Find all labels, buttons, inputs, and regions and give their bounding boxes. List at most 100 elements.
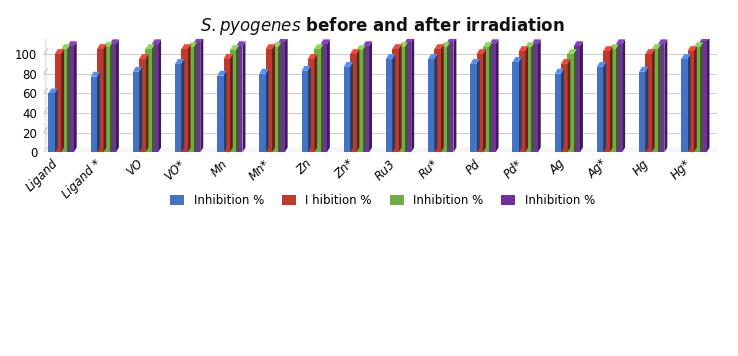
Polygon shape [55,49,64,54]
Polygon shape [435,54,438,152]
Polygon shape [363,45,366,152]
Polygon shape [272,42,281,47]
Polygon shape [110,39,119,44]
Bar [645,54,652,152]
Bar [103,47,110,152]
Bar [230,50,236,152]
Polygon shape [447,42,450,152]
Polygon shape [561,69,564,152]
Polygon shape [615,44,618,152]
Polygon shape [182,59,184,152]
Polygon shape [320,44,323,152]
Polygon shape [399,42,408,47]
Polygon shape [688,54,691,152]
Polygon shape [393,54,396,152]
Bar [55,54,61,152]
Polygon shape [447,37,456,42]
Bar [320,44,327,152]
Polygon shape [681,54,691,59]
Bar [302,71,308,152]
Bar [688,51,694,152]
Polygon shape [477,49,486,54]
Polygon shape [103,42,113,47]
Polygon shape [91,72,100,77]
Bar [272,47,278,152]
Polygon shape [393,44,401,49]
Polygon shape [44,147,719,152]
Polygon shape [483,49,486,152]
Bar [615,44,622,152]
Bar [224,59,230,152]
Polygon shape [139,54,148,59]
Polygon shape [44,35,47,152]
Polygon shape [645,67,648,152]
Legend: Inhibition %, I hibition %, Inhibition %, Inhibition %: Inhibition %, I hibition %, Inhibition %… [165,189,600,212]
Polygon shape [652,49,655,152]
Polygon shape [658,44,661,152]
Polygon shape [477,59,480,152]
Polygon shape [308,54,317,59]
Polygon shape [700,42,703,152]
Bar [639,72,645,152]
Polygon shape [152,39,161,44]
Bar [694,47,700,152]
Polygon shape [489,42,492,152]
Polygon shape [187,42,197,47]
Bar [447,42,453,152]
Polygon shape [49,88,58,93]
Polygon shape [302,66,311,71]
Polygon shape [622,39,625,152]
Polygon shape [278,42,281,152]
Bar [386,59,393,152]
Polygon shape [496,39,499,152]
Polygon shape [399,44,401,152]
Polygon shape [158,39,161,152]
Polygon shape [573,49,576,152]
Bar [61,49,67,152]
Polygon shape [615,39,625,44]
Polygon shape [236,41,246,46]
Polygon shape [489,39,499,44]
Bar [278,42,285,152]
Polygon shape [519,46,528,51]
Polygon shape [182,44,190,49]
Bar [49,93,55,152]
Bar [603,51,610,152]
Polygon shape [610,46,613,152]
Polygon shape [519,57,522,152]
Polygon shape [74,41,77,152]
Bar [681,59,688,152]
Bar [531,44,538,152]
Polygon shape [145,44,155,49]
Polygon shape [61,44,70,49]
Bar [175,64,182,152]
Polygon shape [230,45,239,50]
Polygon shape [597,62,606,67]
Polygon shape [531,42,534,152]
Polygon shape [694,42,703,47]
Polygon shape [363,41,372,46]
Polygon shape [573,41,583,46]
Polygon shape [145,54,148,152]
Polygon shape [194,42,197,152]
Polygon shape [187,44,190,152]
Bar [266,49,272,152]
Polygon shape [561,59,570,64]
Bar [152,44,158,152]
Bar [344,67,350,152]
Bar [67,46,74,152]
Polygon shape [688,46,697,51]
Bar [405,42,411,152]
Polygon shape [350,49,359,54]
Polygon shape [217,71,227,76]
Bar [555,74,561,152]
Polygon shape [369,41,372,152]
Polygon shape [67,44,70,152]
Polygon shape [97,72,100,152]
Polygon shape [116,39,119,152]
Bar [194,42,200,152]
Bar [91,77,97,152]
Bar [561,64,568,152]
Polygon shape [428,54,438,59]
Polygon shape [236,45,239,152]
